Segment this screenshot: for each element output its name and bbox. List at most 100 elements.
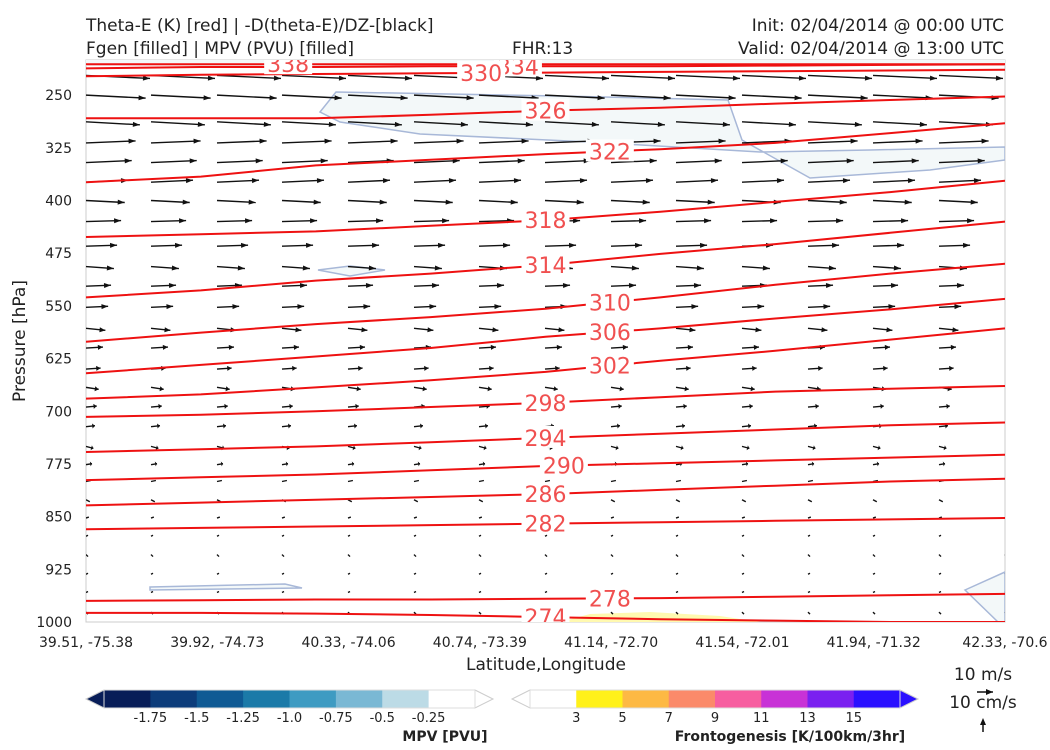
wind-vector bbox=[872, 572, 876, 575]
theta-e-label-bg bbox=[493, 60, 542, 77]
wind-vector-head bbox=[770, 218, 778, 224]
colorbar-swatch bbox=[150, 690, 198, 708]
wind-vector-head bbox=[168, 282, 177, 288]
wind-vector-head bbox=[400, 95, 408, 101]
theta-e-label-bg bbox=[521, 425, 570, 448]
wind-vector bbox=[86, 121, 140, 126]
wind-vector-head bbox=[687, 344, 694, 350]
wind-vector bbox=[347, 590, 351, 594]
colorbar-tick-label: 15 bbox=[845, 711, 862, 726]
wind-vector-head bbox=[255, 158, 263, 164]
wind-vector-head bbox=[752, 365, 757, 371]
theta-e-label-314: 314 bbox=[525, 254, 567, 279]
wind-vector bbox=[413, 479, 420, 483]
fgen-colorbar-title: Frontogenesis [K/100km/3hr] bbox=[675, 729, 905, 745]
theta-e-label-bg bbox=[521, 208, 570, 231]
wind-vector-head bbox=[815, 403, 819, 409]
wind-vector-head bbox=[718, 138, 726, 144]
wind-vector-head bbox=[404, 75, 412, 81]
theta-e-label-bg bbox=[521, 511, 570, 534]
wind-vector bbox=[413, 179, 457, 183]
wind-vector bbox=[347, 159, 394, 164]
wind-vector-head bbox=[288, 423, 291, 429]
wind-vector bbox=[544, 179, 588, 183]
theta-e-label-bg bbox=[585, 353, 634, 376]
wind-vector bbox=[675, 140, 726, 144]
wind-vector-head bbox=[776, 178, 785, 184]
wind-vector bbox=[938, 534, 942, 537]
wind-vector-head bbox=[836, 218, 844, 224]
wind-vector bbox=[807, 534, 811, 537]
wind-vector bbox=[807, 572, 811, 575]
theta-e-contour-278 bbox=[86, 592, 1005, 602]
theta-e-label-bg bbox=[585, 139, 634, 162]
wind-vector bbox=[807, 159, 854, 164]
theta-e-label-bg bbox=[521, 253, 570, 276]
wind-vector-head bbox=[683, 403, 687, 409]
wind-vector-head bbox=[556, 344, 563, 350]
y-axis: 250 325 400 475 550 625 700 775 850 925 1000 bbox=[36, 88, 72, 631]
wind-vector bbox=[610, 534, 614, 537]
wind-vector-head bbox=[354, 423, 357, 429]
theta-e-label-278: 278 bbox=[589, 587, 631, 612]
wind-vector-head bbox=[109, 242, 118, 248]
wind-vector bbox=[675, 611, 679, 615]
wind-vector-head bbox=[338, 75, 346, 81]
wind-vector bbox=[86, 590, 89, 594]
wind-vector-head bbox=[950, 344, 957, 350]
wind-vector bbox=[478, 159, 525, 164]
wind-vector-head bbox=[171, 265, 179, 271]
wind-vector-head bbox=[174, 242, 183, 248]
wind-vector-head bbox=[746, 445, 750, 451]
theta-e-label-bg bbox=[539, 453, 588, 476]
colorbar-frame bbox=[529, 689, 901, 709]
wind-vector bbox=[413, 516, 418, 519]
valid-time: Valid: 02/04/2014 @ 13:00 UTC bbox=[738, 39, 1004, 59]
x-tick-label: 41.94, -71.32 bbox=[827, 635, 921, 651]
colorbar-swatch bbox=[530, 690, 577, 708]
wind-vector bbox=[413, 121, 468, 126]
wind-vector-head bbox=[619, 386, 624, 392]
wind-vector bbox=[675, 590, 679, 594]
wind-vector-head bbox=[525, 121, 533, 127]
x-tick-label: 40.33, -74.06 bbox=[302, 635, 396, 651]
wind-vector-head bbox=[634, 242, 643, 248]
colorbar-tick-label: 7 bbox=[665, 711, 673, 726]
wind-vector-head bbox=[555, 365, 560, 371]
wind-vector-head bbox=[513, 178, 522, 184]
wind-vector bbox=[741, 572, 745, 575]
colorbar-swatch bbox=[335, 690, 383, 708]
wind-vector-head bbox=[896, 242, 905, 248]
colorbar-tick-label: -0.5 bbox=[370, 711, 395, 726]
wind-vector bbox=[413, 94, 474, 99]
wind-vector-head bbox=[970, 199, 978, 205]
wind-vector bbox=[544, 554, 548, 558]
wind-vector-head bbox=[883, 365, 888, 371]
wind-vector bbox=[544, 74, 610, 80]
wind-vector-head bbox=[228, 344, 235, 350]
theta-e-label-bg bbox=[521, 605, 570, 622]
wind-vector-head bbox=[259, 138, 267, 144]
y-tick-label: 550 bbox=[45, 299, 72, 315]
x-tick-label: 39.92, -74.73 bbox=[170, 635, 264, 651]
wind-vector bbox=[872, 611, 876, 615]
wind-vector bbox=[86, 159, 132, 164]
wind-vector bbox=[478, 140, 529, 144]
mpv-top-strip bbox=[86, 60, 1005, 66]
wind-vector-head bbox=[494, 304, 502, 310]
wind-vector-head bbox=[483, 445, 487, 451]
theta-e-contour-322 bbox=[86, 122, 1005, 184]
wind-vector-head bbox=[189, 158, 197, 164]
colorbar-tick-label: -1.0 bbox=[277, 711, 302, 726]
wind-vector bbox=[544, 590, 548, 594]
wind-vector-head bbox=[954, 304, 962, 310]
wind-vector bbox=[807, 179, 851, 183]
mpv-region-corner bbox=[963, 571, 1005, 622]
theta-e-label-310: 310 bbox=[589, 291, 631, 316]
colorbar-swatch bbox=[715, 690, 762, 708]
wind-vector-head bbox=[158, 403, 162, 409]
wind-vector-head bbox=[704, 218, 712, 224]
wind-vector bbox=[872, 554, 876, 558]
